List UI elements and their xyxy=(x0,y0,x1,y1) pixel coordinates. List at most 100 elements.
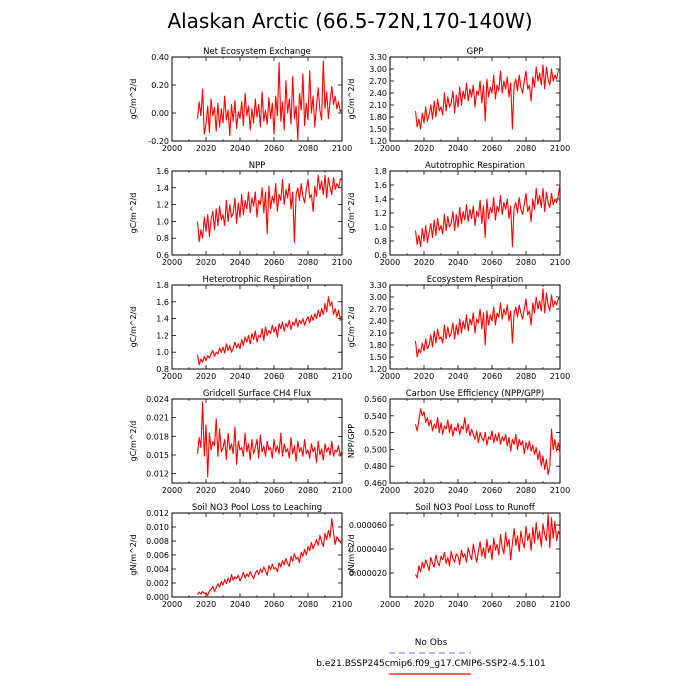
y-tick-label: 0.008 xyxy=(146,537,169,546)
x-tick-label: 2040 xyxy=(448,144,468,153)
y-tick-label: 1.50 xyxy=(369,125,387,134)
y-tick-label: 2.70 xyxy=(369,305,387,314)
y-tick-label: 1.2 xyxy=(156,201,169,210)
y-tick-label: 1.80 xyxy=(369,341,387,350)
series-line xyxy=(196,60,343,141)
y-axis-label: gC/m^2/d xyxy=(129,193,138,234)
x-tick-label: 2000 xyxy=(380,600,400,609)
plot-frame xyxy=(389,398,561,484)
panel-title: Soil NO3 Pool Loss to Runoff xyxy=(415,503,536,513)
panels-grid: Net Ecosystem Exchange 2000 2020 2040 2060 20… xyxy=(129,47,570,609)
y-tick-label: 0.015 xyxy=(146,451,169,460)
panel-title: Heterotrophic Respiration xyxy=(203,275,312,285)
x-tick-label: 2060 xyxy=(264,258,284,267)
y-tick-label: 2.40 xyxy=(369,317,387,326)
y-tick-label: 0.004 xyxy=(146,565,169,574)
x-tick-label: 2080 xyxy=(516,144,536,153)
x-tick-label: 2020 xyxy=(196,372,216,381)
panel-2: NPP 2000 2020 2040 2060 2080 2100 0.6 0.8 1.0 1.2 1… xyxy=(129,161,352,267)
y-tick-label: 0.6 xyxy=(156,251,169,260)
x-tick-label: 2060 xyxy=(264,372,284,381)
y-tick-label: 2.70 xyxy=(369,77,387,86)
y-tick-label: 0.500 xyxy=(364,445,387,454)
x-tick-label: 2040 xyxy=(448,258,468,267)
x-tick-label: 2040 xyxy=(230,600,250,609)
x-tick-label: 2080 xyxy=(516,600,536,609)
y-tick-label: 1.0 xyxy=(156,217,169,226)
y-tick-label: 0.018 xyxy=(146,432,169,441)
y-tick-label: 0.540 xyxy=(364,412,387,421)
series-line xyxy=(414,64,561,130)
x-tick-label: 2020 xyxy=(196,258,216,267)
y-tick-label: 0.000060 xyxy=(349,521,387,530)
x-tick-label: 2100 xyxy=(550,144,570,153)
y-tick-label: 0.006 xyxy=(146,551,169,560)
panel-9: Soil NO3 Pool Loss to Runoff 2000 2020 2040… xyxy=(347,503,570,609)
x-tick-label: 2000 xyxy=(162,258,182,267)
x-tick-label: 2020 xyxy=(196,486,216,495)
x-tick-label: 2000 xyxy=(162,144,182,153)
y-tick-label: 0.024 xyxy=(146,395,169,404)
x-tick-label: 2000 xyxy=(162,372,182,381)
series-line xyxy=(196,401,343,478)
y-tick-label: 1.6 xyxy=(156,298,169,307)
plot-frame xyxy=(389,170,561,256)
series-line xyxy=(196,296,343,366)
x-tick-label: 2100 xyxy=(332,372,352,381)
y-axis-label: gN/m^2/d xyxy=(347,534,356,575)
x-tick-label: 2000 xyxy=(162,486,182,495)
y-tick-label: 3.00 xyxy=(369,293,387,302)
y-tick-label: 0.8 xyxy=(156,234,169,243)
x-tick-label: 2100 xyxy=(332,144,352,153)
x-tick-label: 2100 xyxy=(550,258,570,267)
y-tick-label: 0.480 xyxy=(364,462,387,471)
y-tick-label: 1.50 xyxy=(369,353,387,362)
x-tick-label: 2020 xyxy=(196,144,216,153)
y-tick-label: 1.6 xyxy=(156,167,169,176)
x-tick-label: 2060 xyxy=(482,144,502,153)
y-tick-label: 3.30 xyxy=(369,281,387,290)
x-tick-label: 2020 xyxy=(196,600,216,609)
x-tick-label: 2100 xyxy=(332,600,352,609)
y-axis-label: gC/m^2/d xyxy=(347,79,356,120)
y-tick-label: 0.000040 xyxy=(349,545,387,554)
x-tick-label: 2040 xyxy=(448,372,468,381)
panel-title: Soil NO3 Pool Loss to Leaching xyxy=(192,503,322,513)
plot-frame xyxy=(389,56,561,142)
y-tick-label: 1.4 xyxy=(374,195,387,204)
panel-0: Net Ecosystem Exchange 2000 2020 2040 2060 20… xyxy=(129,47,352,153)
y-tick-label: 0.012 xyxy=(146,470,169,479)
y-tick-label: 1.4 xyxy=(156,315,169,324)
y-axis-label: NPP/GPP xyxy=(347,424,356,458)
legend: No Obs b.e21.BSSP245cmip6.f09_g17.CMIP6-… xyxy=(316,638,546,675)
y-tick-label: 2.10 xyxy=(369,329,387,338)
panel-1: GPP 2000 2020 2040 2060 2080 2100 1.20 1.50 1.80 2… xyxy=(347,47,570,153)
x-tick-label: 2100 xyxy=(550,372,570,381)
x-tick-label: 2040 xyxy=(230,144,250,153)
x-tick-label: 2000 xyxy=(380,144,400,153)
y-tick-label: 0.002 xyxy=(146,579,169,588)
y-tick-label: 0.520 xyxy=(364,429,387,438)
x-tick-label: 2040 xyxy=(448,600,468,609)
x-tick-label: 2100 xyxy=(550,600,570,609)
y-axis-label: gC/m^2/d xyxy=(129,79,138,120)
series-line xyxy=(196,174,343,243)
panel-7: Carbon Use Efficiency (NPP/GPP) 2000 2020 2… xyxy=(347,389,570,495)
x-tick-label: 2020 xyxy=(414,600,434,609)
panel-8: Soil NO3 Pool Loss to Leaching 2000 2020 20… xyxy=(129,503,352,609)
legend-label-model-run: b.e21.BSSP245cmip6.f09_g17.CMIP6-SSP2-4.… xyxy=(316,659,545,669)
x-tick-label: 2080 xyxy=(298,372,318,381)
x-tick-label: 2060 xyxy=(482,372,502,381)
y-tick-label: 1.8 xyxy=(156,281,169,290)
panel-title: Carbon Use Efficiency (NPP/GPP) xyxy=(406,389,545,399)
series-line xyxy=(414,183,561,248)
y-tick-label: 1.4 xyxy=(156,184,169,193)
x-tick-label: 2080 xyxy=(516,258,536,267)
panel-3: Autotrophic Respiration 2000 2020 2040 2060 2… xyxy=(347,161,570,267)
series-line xyxy=(197,518,343,597)
y-axis-label: gC/m^2/d xyxy=(347,307,356,348)
x-tick-label: 2020 xyxy=(414,258,434,267)
x-tick-label: 2080 xyxy=(298,258,318,267)
y-tick-label: 3.00 xyxy=(369,65,387,74)
y-tick-label: 1.0 xyxy=(374,223,387,232)
